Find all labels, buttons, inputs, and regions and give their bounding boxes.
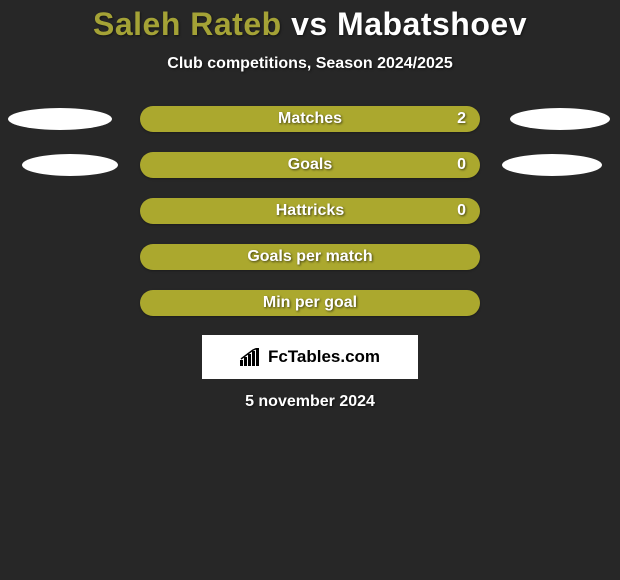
brand-name: FcTables.com bbox=[268, 347, 380, 367]
stat-label: Min per goal bbox=[263, 294, 357, 312]
stats-list: Matches 2 Goals 0 Hattricks 0 Goals per … bbox=[0, 105, 620, 317]
player1-marker-icon bbox=[8, 108, 112, 130]
stat-bar: Min per goal bbox=[140, 290, 480, 316]
player2-marker-icon bbox=[510, 108, 610, 130]
stat-row: Matches 2 bbox=[0, 105, 620, 133]
stat-label: Goals bbox=[288, 156, 332, 174]
brand-badge[interactable]: FcTables.com bbox=[202, 335, 418, 379]
page-title: Saleh Rateb vs Mabatshoev bbox=[0, 6, 620, 43]
date-label: 5 november 2024 bbox=[0, 393, 620, 411]
stat-row: Hattricks 0 bbox=[0, 197, 620, 225]
stat-bar: Matches 2 bbox=[140, 106, 480, 132]
stat-row: Goals per match bbox=[0, 243, 620, 271]
stats-card: Saleh Rateb vs Mabatshoev Club competiti… bbox=[0, 0, 620, 411]
stat-label: Hattricks bbox=[276, 202, 344, 220]
stat-bar: Hattricks 0 bbox=[140, 198, 480, 224]
player2-name: Mabatshoev bbox=[337, 6, 527, 42]
subtitle: Club competitions, Season 2024/2025 bbox=[0, 55, 620, 73]
stat-value: 0 bbox=[457, 156, 466, 174]
stat-label: Goals per match bbox=[247, 248, 372, 266]
stat-value: 0 bbox=[457, 202, 466, 220]
stat-bar: Goals 0 bbox=[140, 152, 480, 178]
player1-name: Saleh Rateb bbox=[93, 6, 282, 42]
stat-label: Matches bbox=[278, 110, 342, 128]
player1-marker-icon bbox=[22, 154, 118, 176]
stat-value: 2 bbox=[457, 110, 466, 128]
vs-separator: vs bbox=[291, 6, 328, 42]
bar-chart-icon bbox=[240, 348, 262, 366]
stat-row: Goals 0 bbox=[0, 151, 620, 179]
stat-row: Min per goal bbox=[0, 289, 620, 317]
player2-marker-icon bbox=[502, 154, 602, 176]
stat-bar: Goals per match bbox=[140, 244, 480, 270]
